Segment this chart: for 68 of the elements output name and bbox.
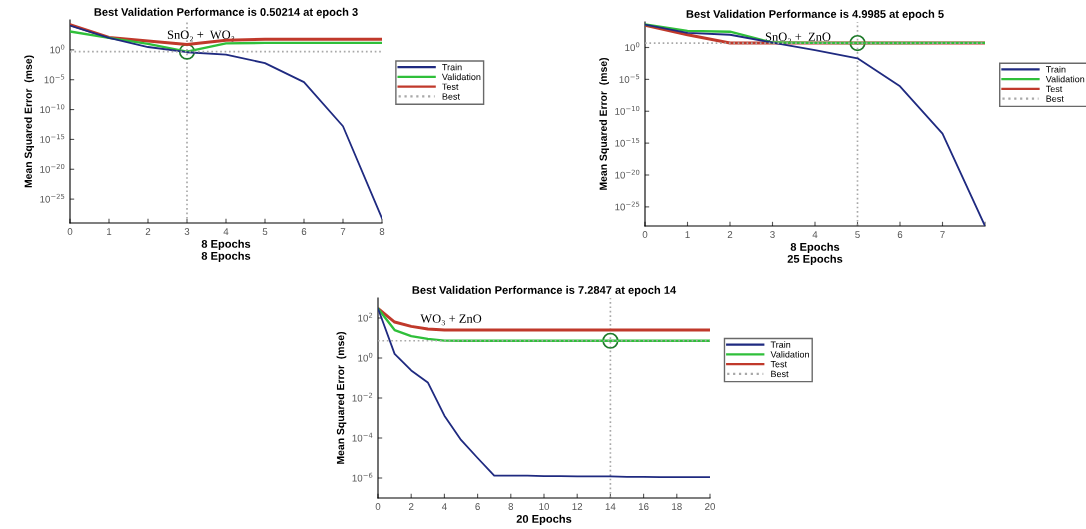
legend-label: Train <box>442 63 462 71</box>
x-tick-label: 0 <box>375 503 381 510</box>
x-tick-label: 4 <box>812 231 818 238</box>
x-tick-label: 5 <box>262 228 268 235</box>
legend-label: Train <box>1045 65 1066 73</box>
x-tick-label: 1 <box>107 228 112 235</box>
x-tick-label: 2 <box>727 231 733 238</box>
legend-label: Best <box>442 93 460 100</box>
x-tick-label: 0 <box>67 228 73 235</box>
y-tick-label: 10$^{−25}$ <box>40 193 65 203</box>
y-tick-label: 10$^{−5}$ <box>44 74 65 84</box>
y-tick-label: 10$^{−10}$ <box>40 104 65 114</box>
x-tick-label: 5 <box>855 231 860 238</box>
legend-label: Test <box>770 361 787 368</box>
chart-title: Best Validation Performance is 0.50214 at epoch 3 <box>94 7 358 19</box>
x-tick-label: 4 <box>441 503 447 510</box>
y-tick-label: 10$^{0}$ <box>50 44 65 54</box>
y-tick-label: 10$^{−10}$ <box>615 105 640 115</box>
y-tick-label: 10$^{−25}$ <box>615 201 640 211</box>
legend-label: Validation <box>1045 75 1085 83</box>
x-tick-label: 3 <box>770 231 775 238</box>
y-axis-title: Mean Squared Error (mse) <box>599 57 610 190</box>
y-tick-label: 10$^{−15}$ <box>615 137 640 147</box>
x-tick-label: 16 <box>638 503 649 510</box>
y-tick-label: 10$^{−15}$ <box>40 134 65 143</box>
x-tick-label: 1 <box>685 231 690 238</box>
legend-label: Validation <box>441 73 481 81</box>
legend-label: Test <box>442 83 459 90</box>
x-tick-label: 8 <box>379 228 385 235</box>
chart-title: Best Validation Performance is 7.2847 at epoch 14 <box>412 285 677 297</box>
legend-label: Validation <box>770 350 809 358</box>
x-tick-label: 6 <box>475 503 480 510</box>
x-tick-label: 18 <box>672 503 682 510</box>
y-tick-label: 10$^{−2}$ <box>352 392 373 402</box>
x-tick-label: 2 <box>408 503 414 510</box>
chart-title: Best Validation Performance is 4.9985 at epoch 5 <box>686 9 944 21</box>
x-tick-label: 6 <box>897 231 903 238</box>
text: WO₃ + ZnO <box>420 314 482 326</box>
x-axis-title: 8 Epochs 8 Epochs <box>201 239 251 263</box>
x-tick-label: 2 <box>145 228 151 235</box>
y-tick-label: 10$^{−4}$ <box>352 432 373 442</box>
x-tick-label: 12 <box>572 503 583 510</box>
x-tick-label: 3 <box>184 228 190 235</box>
x-tick-label: 6 <box>301 228 307 235</box>
legend-label: Train <box>770 341 791 348</box>
x-tick-label: 10 <box>539 503 550 510</box>
legend-label: Best <box>771 370 789 378</box>
y-tick-label: 10$^{−6}$ <box>352 472 373 482</box>
y-axis-title: Mean Squared Error (mse) <box>24 55 35 188</box>
x-tick-label: 0 <box>642 231 648 238</box>
y-tick-label: 10$^{0}$ <box>358 352 373 362</box>
x-axis-title: 8 Epochs 25 Epochs <box>787 242 843 266</box>
x-tick-label: 7 <box>340 228 346 235</box>
y-axis-title: Mean Squared Error (mse) <box>336 331 347 464</box>
x-tick-label: 7 <box>940 231 945 238</box>
y-tick-label: 10$^{0}$ <box>625 42 640 52</box>
legend-label: Best <box>1046 95 1064 102</box>
y-tick-label: 10$^{−20}$ <box>40 163 65 173</box>
text: SnO₂ + WO₃ <box>167 30 235 42</box>
x-tick-label: 4 <box>223 228 229 235</box>
y-tick-label: 10$^{2}$ <box>358 312 373 322</box>
y-tick-label: 10$^{−20}$ <box>615 169 640 179</box>
y-tick-label: 10$^{−5}$ <box>619 74 640 83</box>
x-axis-title: 20 Epochs <box>516 514 572 526</box>
x-tick-label: 20 <box>705 503 716 510</box>
legend-label: Test <box>1045 85 1063 93</box>
x-tick-label: 8 <box>508 503 514 510</box>
x-tick-label: 14 <box>605 503 616 510</box>
